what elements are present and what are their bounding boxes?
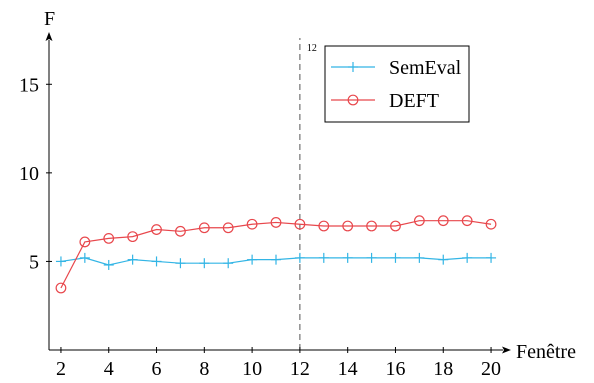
data-point xyxy=(199,258,210,269)
x-tick-label: 14 xyxy=(338,358,358,380)
data-point xyxy=(366,220,377,232)
data-point xyxy=(390,220,401,232)
data-point xyxy=(151,256,162,267)
legend-marker xyxy=(347,94,359,106)
data-point xyxy=(55,282,67,294)
x-tick-label: 10 xyxy=(242,358,262,380)
x-tick-label: 12 xyxy=(290,358,310,380)
reference-lines: 12 xyxy=(299,38,317,350)
legend: SemEval DEFT xyxy=(324,45,470,123)
y-tick-label: 5 xyxy=(29,251,39,273)
data-point xyxy=(413,215,425,227)
legend-marker xyxy=(348,62,358,72)
data-point xyxy=(127,254,138,265)
data-point xyxy=(437,215,449,227)
data-point xyxy=(175,225,186,237)
series-semeval xyxy=(55,252,497,270)
data-point xyxy=(103,259,114,270)
data-point xyxy=(246,218,258,230)
data-point xyxy=(79,252,90,263)
legend-box xyxy=(324,45,470,123)
y-tick-label: 10 xyxy=(19,163,39,185)
data-point xyxy=(222,222,234,234)
reference-line-label: 12 xyxy=(307,43,317,54)
x-tick-label: 4 xyxy=(104,358,114,380)
data-point xyxy=(462,252,473,263)
legend-label: SemEval xyxy=(389,57,462,79)
data-point xyxy=(390,252,401,263)
data-point xyxy=(294,218,306,230)
series-line xyxy=(60,220,492,289)
data-point xyxy=(342,252,353,263)
axis-ticks: 2 4 6 8 10 12 14 16 18 20 5 10 15 xyxy=(19,74,501,380)
series-deft xyxy=(55,215,497,294)
legend-label: DEFT xyxy=(389,90,439,112)
data-point xyxy=(485,218,497,230)
data-point xyxy=(271,254,281,265)
data-point xyxy=(438,254,449,265)
y-tick-label: 15 xyxy=(19,74,39,96)
data-point xyxy=(318,252,329,263)
x-tick-label: 20 xyxy=(481,358,501,380)
data-point xyxy=(103,232,115,244)
y-axis-arrow xyxy=(45,32,53,41)
data-point xyxy=(342,220,354,232)
data-point xyxy=(247,254,258,265)
x-tick-label: 8 xyxy=(199,358,209,380)
x-tick-label: 2 xyxy=(56,358,66,380)
series-layer xyxy=(55,215,497,294)
data-point xyxy=(151,224,162,235)
data-point xyxy=(366,252,377,263)
data-point xyxy=(318,220,330,232)
data-point xyxy=(294,252,305,263)
data-point xyxy=(270,217,282,228)
data-point xyxy=(55,256,66,267)
data-point xyxy=(414,252,425,263)
data-point xyxy=(461,215,473,227)
legend-entry: DEFT xyxy=(331,90,439,112)
x-tick-label: 6 xyxy=(152,358,162,380)
y-axis-label: F xyxy=(44,8,55,30)
legend-entry: SemEval xyxy=(331,57,462,79)
data-point xyxy=(127,231,139,243)
x-tick-label: 18 xyxy=(433,358,453,380)
data-point xyxy=(223,258,234,269)
data-point xyxy=(175,258,186,269)
data-point xyxy=(486,252,497,263)
x-axis-arrow xyxy=(502,346,511,354)
x-axis-label: Fenêtre xyxy=(516,341,576,363)
x-tick-label: 16 xyxy=(385,358,405,380)
axes xyxy=(45,32,511,354)
data-point xyxy=(198,222,210,234)
data-point xyxy=(79,236,91,248)
